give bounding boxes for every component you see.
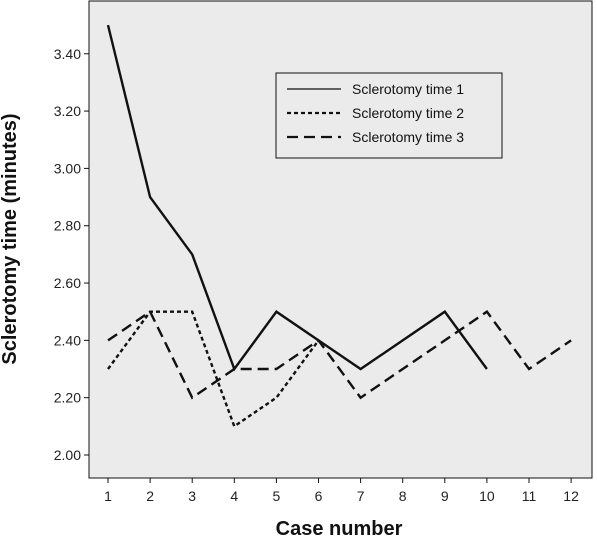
x-tick-label: 10 (479, 488, 495, 504)
x-tick-label: 11 (522, 488, 537, 504)
y-tick-label: 2.60 (54, 275, 81, 291)
y-tick-label: 3.40 (54, 46, 81, 62)
y-tick-label: 3.20 (54, 103, 81, 119)
y-tick-label: 2.00 (54, 447, 81, 463)
legend: Sclerotomy time 1 Sclerotomy time 2 Scle… (275, 72, 503, 159)
x-tick-label: 7 (357, 488, 365, 504)
x-tick-label: 2 (146, 488, 154, 504)
x-tick-label: 12 (563, 488, 579, 504)
y-tick-label: 2.20 (54, 390, 81, 406)
x-axis-title: Case number (276, 518, 403, 539)
legend-label-series-2: Sclerotomy time 2 (352, 105, 464, 121)
y-tick-label: 3.00 (54, 160, 81, 176)
legend-label-series-3: Sclerotomy time 3 (352, 129, 464, 145)
x-tick-label: 6 (315, 488, 323, 504)
x-tick-label: 9 (441, 488, 449, 504)
y-tick-label: 2.80 (54, 218, 81, 234)
series-1-line (106, 24, 488, 372)
y-tick-label: 2.40 (54, 332, 81, 348)
legend-box (275, 72, 503, 159)
legend-label-series-1: Sclerotomy time 1 (352, 81, 464, 97)
x-tick-label: 8 (399, 488, 407, 504)
series-3-line (107, 309, 572, 400)
x-tick-label: 1 (104, 488, 112, 504)
x-tick-label: 3 (188, 488, 196, 504)
series-2-line (107, 310, 320, 429)
x-tick-label: 4 (230, 488, 238, 504)
x-tick-label: 5 (273, 488, 281, 504)
y-axis-title: Sclerotomy time (minutes) (0, 113, 21, 364)
